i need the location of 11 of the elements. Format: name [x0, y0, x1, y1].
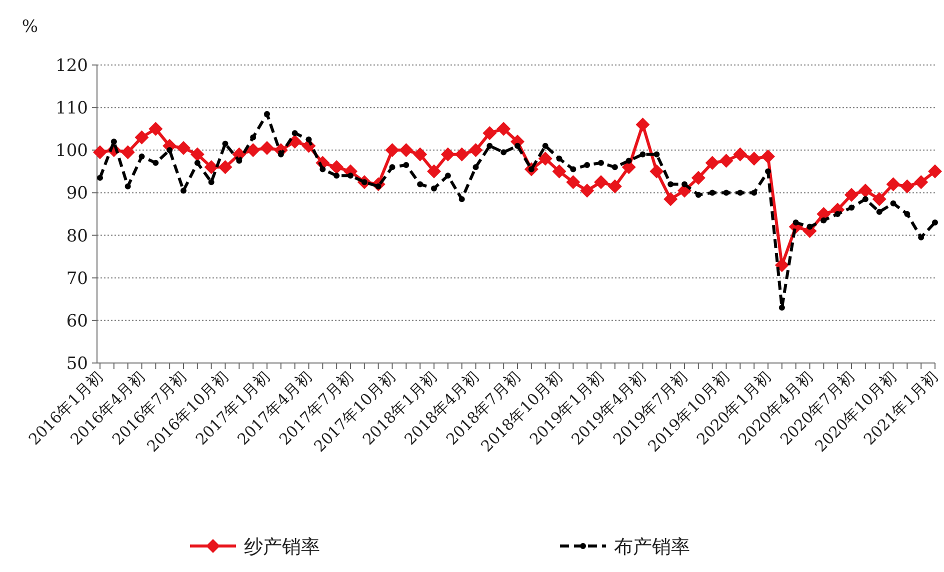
- y-axis-title: %: [22, 17, 38, 37]
- y-tick-label: 70: [66, 268, 88, 289]
- y-tick-label: 50: [66, 354, 88, 374]
- y-tick-label: 100: [56, 141, 88, 162]
- y-tick-label: 60: [66, 311, 88, 332]
- legend-label: 纱产销率: [244, 536, 320, 558]
- legend-label: 布产销率: [614, 536, 690, 558]
- y-tick-label: 120: [56, 56, 88, 76]
- y-tick-label: 110: [56, 98, 88, 119]
- y-tick-label: 90: [66, 184, 88, 204]
- y-tick-label: 80: [66, 226, 88, 246]
